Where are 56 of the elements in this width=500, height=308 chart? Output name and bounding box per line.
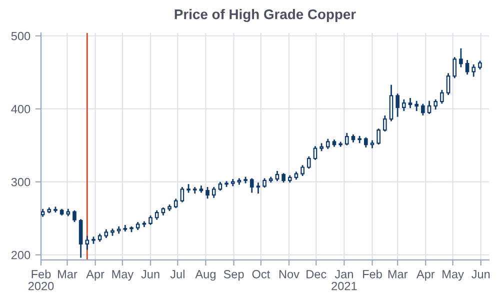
candlestick [427,100,432,114]
candlestick [300,165,304,176]
candlestick [408,98,412,108]
candlestick [389,84,394,122]
candlestick [421,104,425,116]
candlestick [78,219,83,258]
y-tick-label: 400 [11,104,30,114]
x-tick-label: May [442,270,464,281]
candlestick [383,115,387,132]
candlestick [85,236,90,250]
candlestick [402,99,406,112]
candlestick [358,136,362,144]
x-tick-label: Jun [472,270,490,278]
candlestick [72,210,76,222]
candlestick [320,143,324,152]
candlestick [446,73,450,95]
x-tick-label: Jan 2021 [332,270,357,290]
candlestick [465,60,470,75]
chart-title: Price of High Grade Copper [174,9,356,22]
x-tick-label: Sep [224,270,244,281]
x-tick-label: Apr [416,270,435,281]
x-tick-label: Apr [86,270,104,281]
candlestick [199,186,204,193]
candlestick [452,57,457,78]
candlestick [212,187,216,198]
x-tick-label: Jun [141,270,160,278]
x-tick-label: May [112,270,134,281]
candlestick [459,48,463,68]
x-tick-label: Feb 2020 [28,270,54,290]
candlestick [440,90,444,104]
x-tick-label: Nov [279,270,300,278]
y-tick-label: 200 [11,250,30,260]
x-tick-label: Feb [363,270,382,278]
y-tick-label: 500 [11,32,30,40]
candlestick [192,187,197,194]
candlestick [414,100,419,112]
candlestick [306,156,311,169]
candlestick [344,132,349,146]
candlestick [472,64,476,77]
y-tick-label: 300 [11,178,30,186]
candlestick [313,146,318,160]
candlestick [376,128,380,145]
candlestick [123,224,128,232]
candlestick [338,142,342,147]
candlestick [180,187,184,202]
x-tick-label: Mar [388,270,408,278]
candlestick [206,187,210,199]
x-tick-label: Oct [252,270,270,278]
x-tick-label: Mar [58,270,78,278]
candlestick [396,94,400,117]
x-tick-label: Jul [170,270,184,278]
candlestick [142,221,146,228]
x-tick-label: Aug [195,270,216,281]
x-tick-label: Dec [306,270,326,278]
candlestick [256,182,260,194]
candlestick [250,178,254,193]
